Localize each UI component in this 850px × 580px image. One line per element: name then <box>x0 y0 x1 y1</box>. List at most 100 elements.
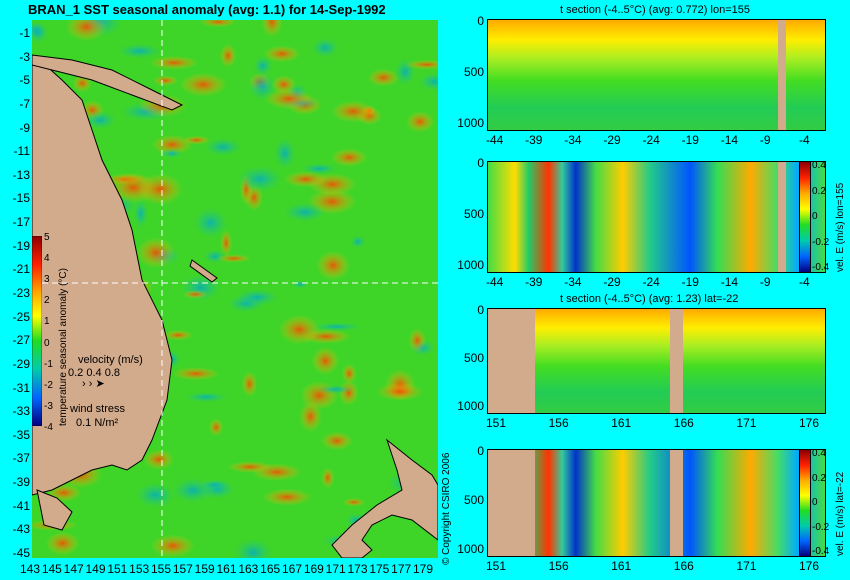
section-x-tick-label: -9 <box>759 275 771 289</box>
lon-tick-label: 147 <box>63 562 84 576</box>
section-x-tick-label: 176 <box>799 559 820 573</box>
depth-tick-label: 0 <box>477 14 484 28</box>
lon-tick-label: 163 <box>238 562 259 576</box>
lat-tick-label: -43 <box>12 522 30 537</box>
velocity-colorbar-label: vel. E (m/s) lon=155 <box>835 182 846 272</box>
section-x-tick-label: -29 <box>603 275 621 289</box>
lon-tick-label: 143 <box>20 562 41 576</box>
lon-tick-label: 177 <box>391 562 412 576</box>
lat-tick-label: -19 <box>12 238 30 253</box>
section-plot <box>487 19 826 131</box>
section-plot <box>487 161 826 273</box>
lat-tick-label: -23 <box>12 286 30 300</box>
section-x-tick-label: -9 <box>759 133 771 147</box>
section-plot <box>487 449 826 557</box>
depth-tick-label: 1000 <box>457 116 484 130</box>
depth-tick-label: 0 <box>477 444 484 458</box>
lat-tick-label: -5 <box>19 73 30 88</box>
wind-legend-title: wind stress <box>70 403 126 415</box>
colorbar-tick-label: 1 <box>44 316 50 328</box>
depth-tick-label: 500 <box>463 351 484 365</box>
colorbar-tick-label: 4 <box>44 253 50 265</box>
depth-tick-label: 1000 <box>457 258 484 272</box>
lat-tick-label: -7 <box>19 96 30 111</box>
lat-tick-label: -17 <box>12 215 30 230</box>
land-mask <box>777 162 787 272</box>
colorbar-label: temperature seasonal anomaly (°C) <box>58 268 69 426</box>
section-x-tick-label: 166 <box>673 416 694 430</box>
australia-land <box>32 59 173 496</box>
lat-tick-label: -29 <box>12 356 30 371</box>
lon-tick-label: 173 <box>347 562 368 576</box>
lat-tick-label: -15 <box>12 191 30 206</box>
depth-tick-label: 1000 <box>457 399 484 413</box>
velocity-arrows-icon: › › ➤ <box>82 378 105 390</box>
section-x-tick-label: -39 <box>525 275 543 289</box>
velocity-colorbar-tick-label: 0.4 <box>812 160 826 171</box>
section-x-tick-label: 151 <box>486 416 507 430</box>
lat-tick-label: -21 <box>12 262 30 277</box>
lat-tick-label: -39 <box>12 475 30 490</box>
section-x-tick-label: 156 <box>548 559 569 573</box>
map-title: BRAN_1 SST seasonal anomaly (avg: 1.1) f… <box>28 2 386 17</box>
section-x-tick-label: 166 <box>673 559 694 573</box>
velocity-colorbar-label: vel. E (m/s) lat=-22 <box>835 471 846 556</box>
depth-tick-label: 500 <box>463 493 484 507</box>
section-x-tick-label: -34 <box>564 133 582 147</box>
lat-tick-label: -25 <box>12 309 30 324</box>
section-x-tick-label: -14 <box>720 275 739 289</box>
lat-tick-label: -9 <box>19 120 30 135</box>
colorbar-tick-label: -4 <box>44 422 53 433</box>
colorbar-tick-label: 5 <box>44 232 50 243</box>
lon-tick-label: 167 <box>282 562 303 576</box>
lon-tick-label: 145 <box>41 562 62 576</box>
new-zealand-land <box>331 438 438 558</box>
section-x-tick-label: 171 <box>736 416 757 430</box>
section-x-tick-label: -4 <box>799 275 810 289</box>
section-x-tick-label: -44 <box>486 275 504 289</box>
tasmania-land <box>36 489 73 531</box>
lon-tick-label: 157 <box>172 562 193 576</box>
new-guinea-land <box>32 54 184 111</box>
lat-tick-label: -3 <box>19 49 30 64</box>
lon-tick-label: 179 <box>413 562 434 576</box>
lat-tick-label: -1 <box>19 26 30 40</box>
colorbar-tick-label: -1 <box>44 358 53 370</box>
lon-tick-label: 175 <box>369 562 390 576</box>
velocity-colorbar-tick-label: 0.2 <box>812 185 826 197</box>
section-x-tick-label: 151 <box>486 559 507 573</box>
velocity-colorbar-tick-label: 0.4 <box>812 448 826 459</box>
lat-tick-label: -35 <box>12 427 30 442</box>
lat-tick-label: -13 <box>12 167 30 182</box>
section-x-tick-label: -34 <box>564 275 582 289</box>
velocity-colorbar-tick-label: -0.2 <box>812 521 830 533</box>
lon-tick-label: 151 <box>107 562 128 576</box>
land-mask <box>488 450 536 556</box>
land-mask <box>669 450 684 556</box>
lon-tick-label: 171 <box>325 562 346 576</box>
lon-tick-label: 149 <box>85 562 106 576</box>
colorbar-tick-label: -2 <box>44 379 53 391</box>
section-x-tick-label: 156 <box>548 416 569 430</box>
velocity-colorbar <box>799 449 811 557</box>
colorbar-tick-label: 2 <box>44 295 50 307</box>
land-mask <box>777 20 787 130</box>
section-x-tick-label: -14 <box>720 133 739 147</box>
section-title: t section (-4..5°C) (avg: 1.23) lat=-22 <box>560 293 739 305</box>
lat-tick-label: -27 <box>12 333 30 348</box>
anomaly-colorbar <box>32 236 42 426</box>
new-caledonia-land <box>189 259 218 283</box>
depth-tick-label: 500 <box>463 65 484 79</box>
lon-tick-label: 153 <box>129 562 150 576</box>
section-x-tick-label: -4 <box>799 133 810 147</box>
land-mask <box>488 309 536 413</box>
lat-tick-label: -33 <box>12 404 30 419</box>
section-x-tick-label: 161 <box>611 559 632 573</box>
section-plot <box>487 308 826 414</box>
section-x-tick-label: -39 <box>525 133 543 147</box>
colorbar-tick-label: -3 <box>44 400 53 412</box>
lat-tick-label: -45 <box>12 546 30 560</box>
colorbar-tick-label: 0 <box>44 337 50 349</box>
section-title: t section (-4..5°C) (avg: 0.772) lon=155 <box>560 4 750 16</box>
copyright: © Copyright CSIRO 2006 <box>441 452 452 565</box>
